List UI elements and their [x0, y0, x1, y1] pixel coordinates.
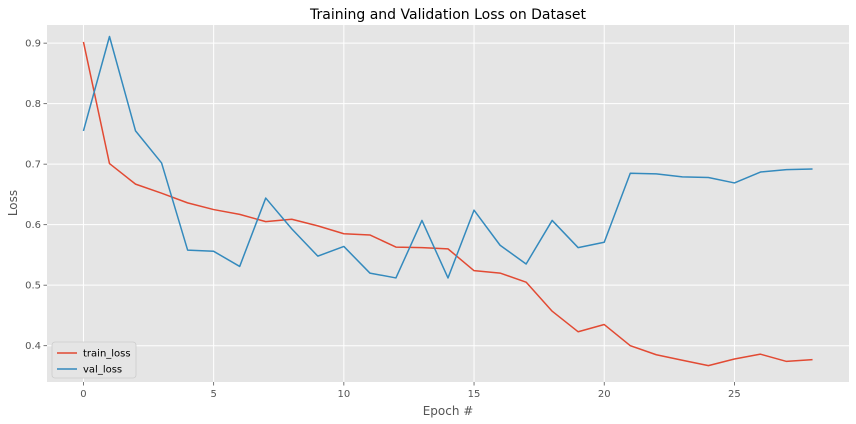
legend-label-train-loss: train_loss: [83, 349, 131, 360]
y-tick-label: 0.7: [25, 160, 41, 171]
y-tick-label: 0.4: [25, 341, 41, 352]
x-tick-label: 20: [598, 389, 611, 400]
series-line-train-loss: [82, 41, 813, 367]
x-tick-label: 5: [210, 389, 216, 400]
y-tick-label: 0.9: [25, 39, 41, 50]
x-axis-label: Epoch #: [423, 404, 474, 418]
grid-lines: [47, 25, 849, 382]
y-tick-label: 0.6: [25, 220, 41, 231]
x-tick-label: 10: [337, 389, 350, 400]
x-tick-label: 25: [728, 389, 741, 400]
series-layer: [82, 35, 813, 367]
plot-area: [47, 25, 849, 382]
series-line-val-loss: [82, 35, 813, 279]
y-tick-label: 0.5: [25, 281, 41, 292]
legend-label-val-loss: val_loss: [83, 365, 122, 376]
tick-labels: 0 5 10 15 20 25 0.4 0.5 0.6 0.7 0.8 0.9: [25, 39, 741, 400]
y-tick-label: 0.8: [25, 99, 41, 110]
legend: train_loss val_loss: [51, 341, 137, 379]
x-tick-label: 0: [80, 389, 86, 400]
y-axis-label: Loss: [6, 190, 20, 216]
chart-title: Training and Validation Loss on Dataset: [309, 7, 586, 23]
x-tick-label: 15: [468, 389, 481, 400]
